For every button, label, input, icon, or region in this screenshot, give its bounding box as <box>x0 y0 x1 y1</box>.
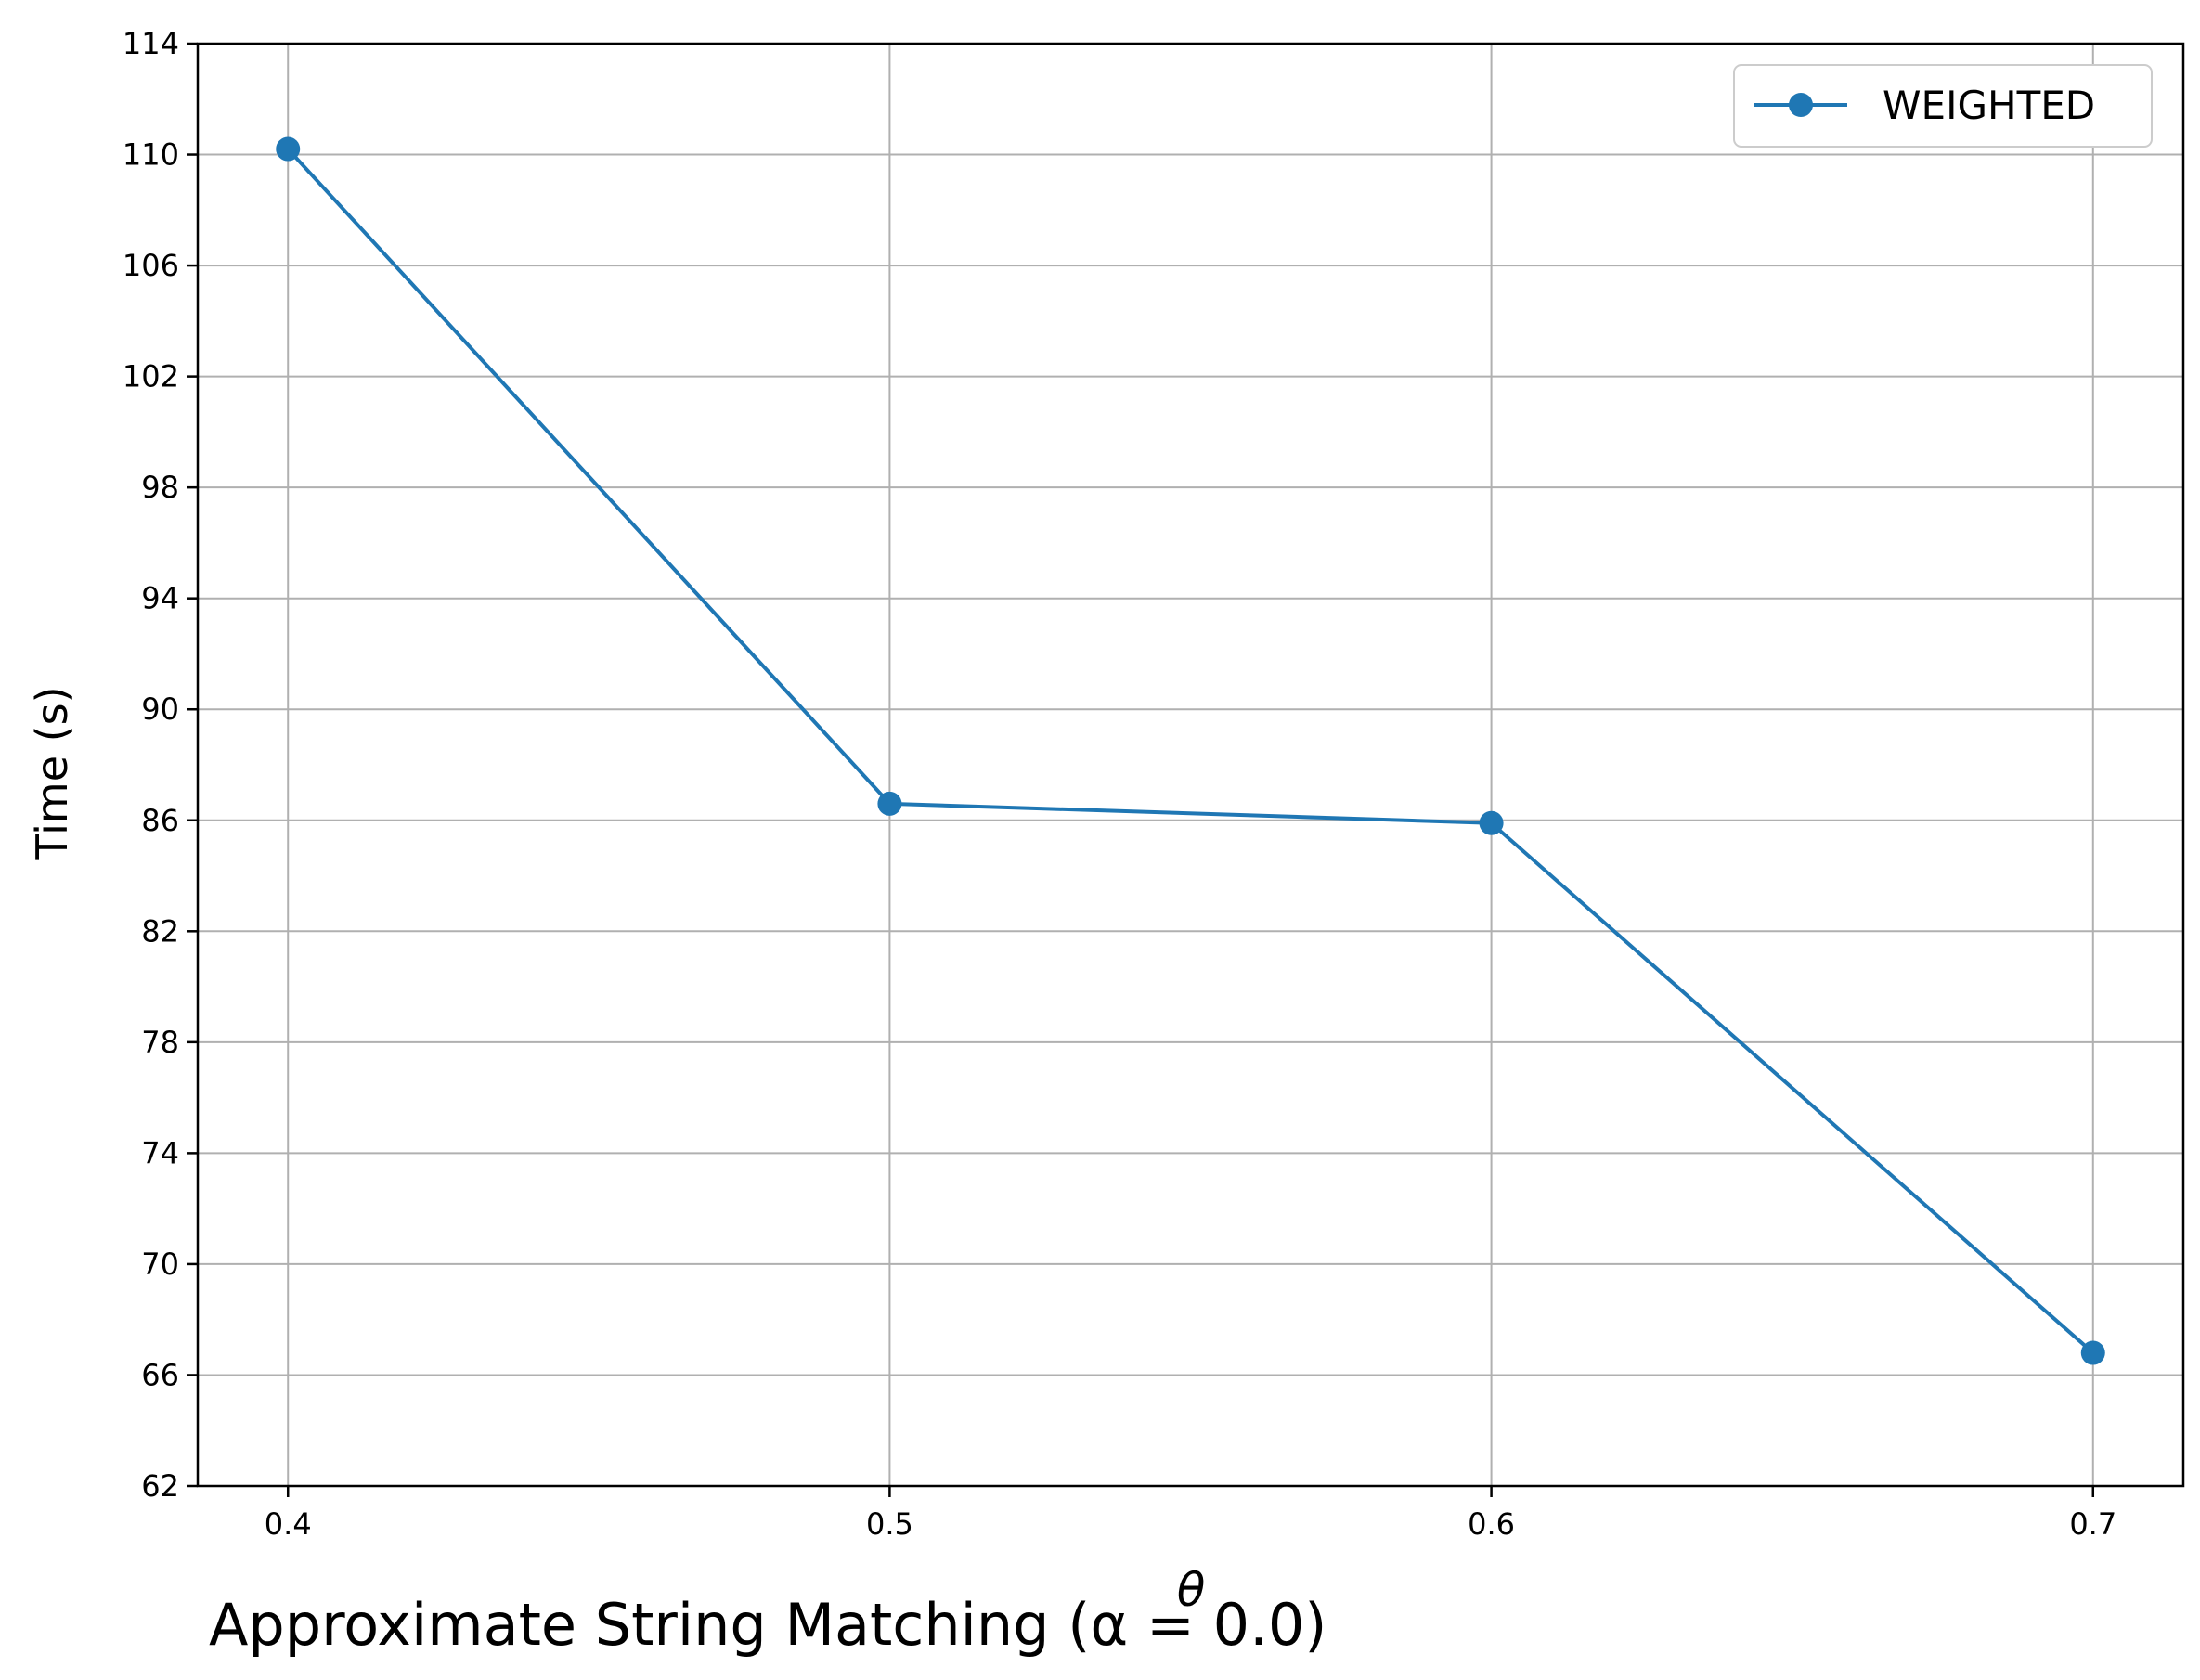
legend-marker <box>1789 93 1813 117</box>
y-tick-label: 82 <box>141 913 179 949</box>
x-axis-ticks: 0.4 0.5 0.6 0.7 <box>265 1486 2116 1542</box>
x-tick-label: 0.7 <box>2069 1506 2116 1542</box>
x-axis-label: θ <box>1177 1563 1206 1617</box>
y-tick-label: 74 <box>141 1135 179 1170</box>
x-tick-label: 0.5 <box>866 1506 913 1542</box>
data-point <box>1479 810 1504 835</box>
y-tick-label: 110 <box>123 137 179 173</box>
y-tick-label: 114 <box>123 26 179 61</box>
data-point <box>276 136 301 162</box>
y-tick-label: 78 <box>141 1025 179 1060</box>
y-tick-label: 94 <box>141 581 179 616</box>
chart-caption: Approximate String Matching (α = 0.0) <box>209 1591 1326 1659</box>
y-tick-label: 98 <box>141 470 179 505</box>
legend-box <box>1733 64 2153 148</box>
y-tick-label: 102 <box>123 359 179 394</box>
grid-lines <box>198 43 2183 1487</box>
series-line <box>286 148 2095 1355</box>
y-tick-label: 66 <box>141 1357 179 1392</box>
y-axis-ticks: 62 66 70 74 78 82 86 90 94 98 102 106 110 114 <box>123 26 198 1504</box>
plot-frame <box>196 42 2185 1488</box>
y-tick-label: 106 <box>123 248 179 283</box>
y-axis-label: Time (s) <box>27 686 77 860</box>
y-tick-label: 70 <box>141 1247 179 1282</box>
legend-label-weighted: WEIGHTED <box>1883 83 2095 128</box>
data-point <box>2080 1340 2105 1365</box>
x-tick-label: 0.4 <box>265 1506 312 1542</box>
y-tick-label: 86 <box>141 803 179 838</box>
data-point <box>877 791 902 816</box>
series-weighted <box>276 136 2105 1365</box>
legend: WEIGHTED <box>1733 64 2153 148</box>
y-tick-label: 62 <box>141 1468 179 1504</box>
x-tick-label: 0.6 <box>1468 1506 1515 1542</box>
y-tick-label: 90 <box>141 691 179 727</box>
